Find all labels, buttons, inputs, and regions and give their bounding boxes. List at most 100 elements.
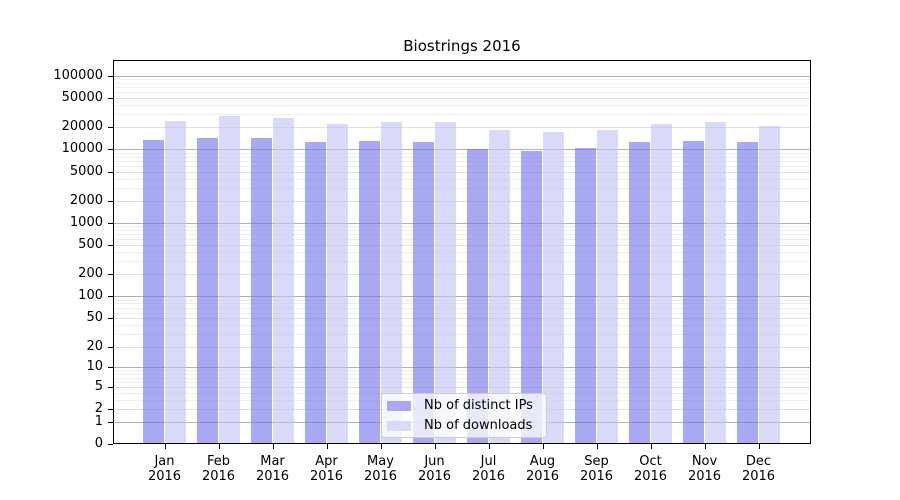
bar-oct-ips [628, 142, 651, 444]
gridline [113, 187, 811, 189]
gridline [113, 75, 811, 77]
gridline [113, 381, 811, 383]
bar-oct-downloads [650, 124, 673, 444]
x-tick-month: Feb [206, 454, 231, 469]
gridline [113, 105, 811, 106]
gridline [113, 92, 811, 93]
gridline [113, 152, 811, 154]
gridline [113, 223, 811, 224]
gridline [113, 373, 811, 375]
x-tick-year: 2016 [309, 469, 344, 484]
legend-item-downloads: Nb of downloads [387, 416, 546, 436]
plot-area [113, 60, 811, 444]
x-tick-year: 2016 [147, 469, 182, 484]
y-tick-label: 5000 [69, 163, 103, 179]
gridline [113, 307, 811, 309]
y-tick [108, 296, 113, 298]
x-tick-label: Sep 2016 [569, 454, 625, 484]
bar-jan-ips [142, 140, 165, 444]
y-tick [108, 97, 113, 99]
y-tick [108, 127, 113, 129]
x-tick-label: Jan 2016 [137, 454, 193, 484]
x-tick-month: Mar [260, 454, 285, 469]
x-tick-month: Jan [154, 454, 175, 469]
x-tick-label: Nov 2016 [677, 454, 733, 484]
x-tick [272, 444, 274, 449]
x-tick-label: May 2016 [353, 454, 409, 484]
gridline [113, 303, 811, 305]
x-tick-month: Jul [480, 454, 497, 469]
x-tick [164, 444, 166, 449]
y-tick-label: 20 [86, 338, 103, 354]
x-tick-year: 2016 [201, 469, 236, 484]
gridline [113, 239, 811, 241]
bar-dec-downloads [758, 125, 781, 444]
bar-mar-downloads [272, 117, 295, 444]
gridline [113, 230, 811, 232]
gridline [113, 87, 811, 89]
bar-jul-downloads [488, 129, 511, 444]
x-tick [704, 444, 706, 449]
y-tick-label: 10 [86, 359, 103, 375]
legend-label-ips: Nb of distinct IPs [424, 397, 533, 413]
x-tick [326, 444, 328, 449]
legend-swatch-ips [387, 400, 411, 411]
x-tick-year: 2016 [471, 469, 506, 484]
y-tick-label: 20000 [61, 119, 103, 135]
y-tick-label: 50 [86, 310, 103, 326]
gridline [113, 114, 811, 116]
gridline [113, 160, 811, 162]
y-tick [108, 386, 113, 388]
bar-may-ips [358, 141, 381, 444]
gridline [113, 325, 811, 327]
y-tick [108, 200, 113, 202]
gridline [113, 149, 811, 151]
y-tick-label: 1 [94, 413, 103, 429]
y-tick-label: 500 [78, 237, 103, 253]
x-tick-year: 2016 [633, 469, 668, 484]
legend-item-ips: Nb of distinct IPs [387, 396, 546, 416]
x-tick-label: Jun 2016 [407, 454, 463, 484]
y-tick [108, 408, 113, 410]
y-tick-label: 10000 [61, 141, 103, 157]
y-tick [108, 149, 113, 151]
gridline [113, 318, 811, 320]
bar-jun-ips [412, 141, 435, 444]
x-tick-year: 2016 [687, 469, 722, 484]
y-tick-label: 0 [94, 436, 103, 451]
gridline [113, 370, 811, 372]
bar-feb-downloads [218, 116, 241, 444]
gridline [113, 97, 811, 99]
x-tick [542, 444, 544, 449]
y-tick-label: 200 [78, 266, 103, 282]
y-tick [108, 171, 113, 173]
bar-may-downloads [380, 121, 403, 444]
x-tick-label: Aug 2016 [515, 454, 571, 484]
x-tick-label: Oct 2016 [623, 454, 679, 484]
gridline [113, 165, 811, 167]
x-tick-year: 2016 [525, 469, 560, 484]
bar-jan-downloads [164, 121, 187, 444]
gridline [113, 245, 811, 247]
bar-mar-ips [250, 138, 273, 444]
x-tick-year: 2016 [741, 469, 776, 484]
bar-dec-ips [736, 142, 759, 444]
x-tick [650, 444, 652, 449]
y-tick [108, 421, 113, 423]
gridline [113, 296, 811, 298]
gridline [113, 386, 811, 388]
gridline [113, 312, 811, 314]
chart-title: Biostrings 2016 [403, 37, 521, 55]
gridline [113, 367, 811, 369]
x-tick-month: Oct [639, 454, 662, 469]
x-tick-year: 2016 [417, 469, 452, 484]
y-tick-label: 2000 [69, 192, 103, 208]
bar-nov-ips [682, 141, 705, 444]
gridline [113, 274, 811, 276]
gridline [113, 234, 811, 236]
y-tick [108, 318, 113, 320]
y-tick [108, 346, 113, 348]
y-tick [108, 223, 113, 224]
bar-sep-downloads [596, 130, 619, 444]
